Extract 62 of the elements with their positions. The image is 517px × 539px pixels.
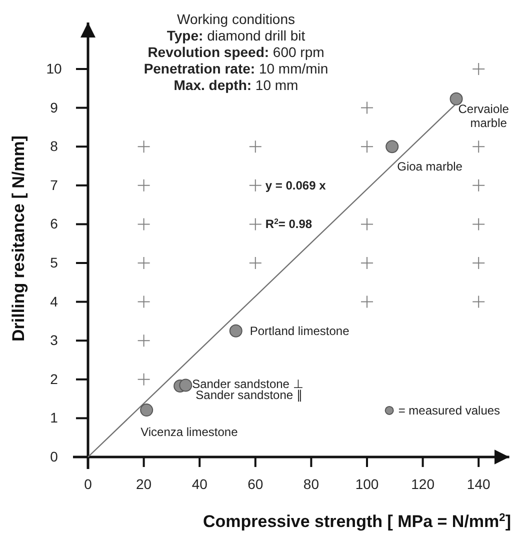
y-tick-label: 1: [50, 410, 58, 426]
annotation: Type: diamond drill bit: [166, 28, 306, 44]
annotation: Working conditions: [176, 11, 296, 27]
x-tick-label: 20: [136, 476, 152, 492]
annotation: R$^{2}$= 0.98: [265, 216, 312, 232]
x-tick-label: 40: [192, 476, 208, 492]
y-tick-label: 2: [50, 370, 58, 387]
point: [472, 62, 486, 76]
point: [472, 178, 486, 192]
x-tick-label: 0: [84, 476, 92, 492]
point: [137, 256, 150, 270]
x-axis-title: Compressive strength [ MPa = N/mm$^{2}$]: [203, 512, 511, 531]
point: [472, 218, 486, 231]
point: [248, 178, 262, 192]
y-tick-label: 6: [50, 216, 58, 232]
point: [360, 218, 374, 231]
x-tick-label: 60: [248, 476, 264, 492]
annotation: Sander sandstone ∥: [196, 388, 302, 402]
point: [450, 92, 463, 106]
y-tick-label: 9: [50, 99, 58, 116]
point: [360, 295, 374, 308]
point: [137, 140, 150, 154]
point: [137, 295, 150, 308]
x-tick-label: 100: [355, 476, 379, 492]
point: [472, 140, 486, 154]
legend-label: = measured values: [398, 403, 500, 418]
point: [360, 256, 374, 270]
point: [137, 372, 150, 386]
annotation: Vicenza limestone: [140, 425, 238, 440]
y-tick-label: 3: [50, 332, 58, 348]
annotation: Portland limestone: [250, 324, 350, 338]
point: [140, 404, 154, 417]
point: [248, 218, 262, 231]
y-axis-title: Drilling resitance [ N/mm]: [9, 136, 28, 342]
x-tick-label: 120: [411, 476, 435, 492]
point: [472, 256, 486, 270]
annotation: Cervaiole marble: [458, 102, 510, 130]
y-tick-label: 10: [46, 60, 62, 76]
point: [137, 334, 150, 348]
point: [248, 140, 262, 154]
point: [360, 101, 374, 114]
annotation: Max. depth: 10 mm: [174, 77, 298, 93]
y-tick-label: 0: [50, 448, 58, 464]
annotation: Penetration rate: 10 mm/min: [144, 60, 328, 76]
annotation: Revolution speed: 600 rpm: [148, 44, 324, 60]
point: [386, 140, 399, 154]
point: [179, 378, 192, 392]
annotation: Sander sandstone ⊥: [192, 376, 303, 391]
point: [360, 140, 374, 154]
point: [137, 178, 150, 192]
y-tick-label: 8: [50, 138, 58, 154]
annotation: y = 0.069 x: [265, 178, 326, 192]
point: [229, 324, 242, 338]
point: [137, 218, 150, 231]
y-tick-label: 4: [50, 293, 58, 310]
y-tick-label: 5: [50, 254, 58, 270]
y-tick-label: 7: [50, 176, 58, 193]
x-tick-label: 80: [303, 476, 320, 492]
x-tick-label: 140: [466, 476, 490, 492]
point: [248, 256, 262, 270]
point: [472, 295, 486, 308]
annotation: Gioa marble: [397, 160, 463, 174]
